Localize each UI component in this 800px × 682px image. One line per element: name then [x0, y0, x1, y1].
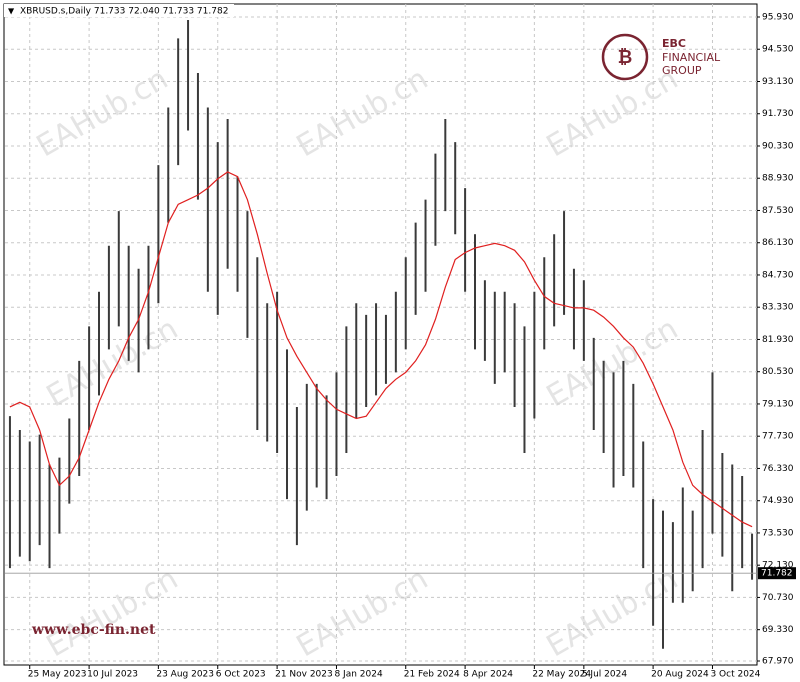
- y-tick-label: 87.530: [762, 206, 794, 216]
- y-tick-label: 67.970: [762, 657, 794, 667]
- header: XBRUSD.s,Daily 71.733 72.040 71.733 71.7…: [20, 7, 228, 17]
- y-tick-label: 91.730: [762, 109, 794, 119]
- y-tick-label: 84.730: [762, 270, 794, 280]
- logo-mark: ₿: [618, 47, 633, 68]
- brand-name: EBC: [662, 37, 686, 50]
- y-tick-label: 77.730: [762, 432, 794, 442]
- header-bg: [4, 4, 234, 17]
- y-tick-label: 86.130: [762, 238, 794, 248]
- x-tick-label: 20 Aug 2024: [651, 670, 709, 680]
- x-tick-label: 25 May 2023: [28, 670, 87, 680]
- x-tick-label: 22 May 2024: [532, 670, 591, 680]
- y-tick-label: 95.930: [762, 13, 794, 23]
- x-tick-label: 3 Oct 2024: [710, 670, 760, 680]
- y-tick-label: 93.130: [762, 77, 794, 87]
- y-tick-label: 70.730: [762, 593, 794, 603]
- website: www.ebc-fin.net: [31, 622, 156, 638]
- x-tick-label: 10 Jul 2023: [87, 670, 138, 680]
- x-tick-label: 23 Aug 2023: [156, 670, 214, 680]
- x-tick-label: 8 Jan 2024: [334, 670, 382, 680]
- x-tick-label: 21 Feb 2024: [404, 670, 460, 680]
- x-tick-label: 5 Jul 2024: [582, 670, 627, 680]
- y-tick-label: 76.330: [762, 464, 794, 474]
- logo-ring: [601, 33, 649, 81]
- x-tick-label: 21 Nov 2023: [275, 670, 333, 680]
- y-tick-label: 90.330: [762, 141, 794, 151]
- y-tick-label: 94.530: [762, 45, 794, 55]
- plot-layer: [5, 4, 757, 665]
- y-tick-label: 79.130: [762, 399, 794, 409]
- x-tick-label: 8 Apr 2024: [463, 670, 513, 680]
- logo: ₿ EBC FINANCIAL GROUP: [601, 33, 721, 81]
- y-tick-label: 73.530: [762, 528, 794, 538]
- brand-line: GROUP: [662, 64, 702, 77]
- y-tick-label: 74.930: [762, 496, 794, 506]
- brand-line: FINANCIAL: [662, 51, 721, 64]
- y-tick-label: 72.130: [762, 561, 794, 571]
- last-price-label: 71.782: [761, 569, 793, 579]
- y-tick-label: 81.930: [762, 335, 794, 345]
- header-arrow: ▼: [8, 7, 15, 16]
- x-tick-label: 6 Oct 2023: [216, 670, 266, 680]
- moving-average: [9, 171, 753, 528]
- last-price-box: [758, 567, 796, 580]
- y-tick-label: 69.330: [762, 625, 794, 635]
- y-tick-label: 88.930: [762, 174, 794, 184]
- y-tick-label: 83.330: [762, 303, 794, 313]
- y-tick-label: 80.530: [762, 367, 794, 377]
